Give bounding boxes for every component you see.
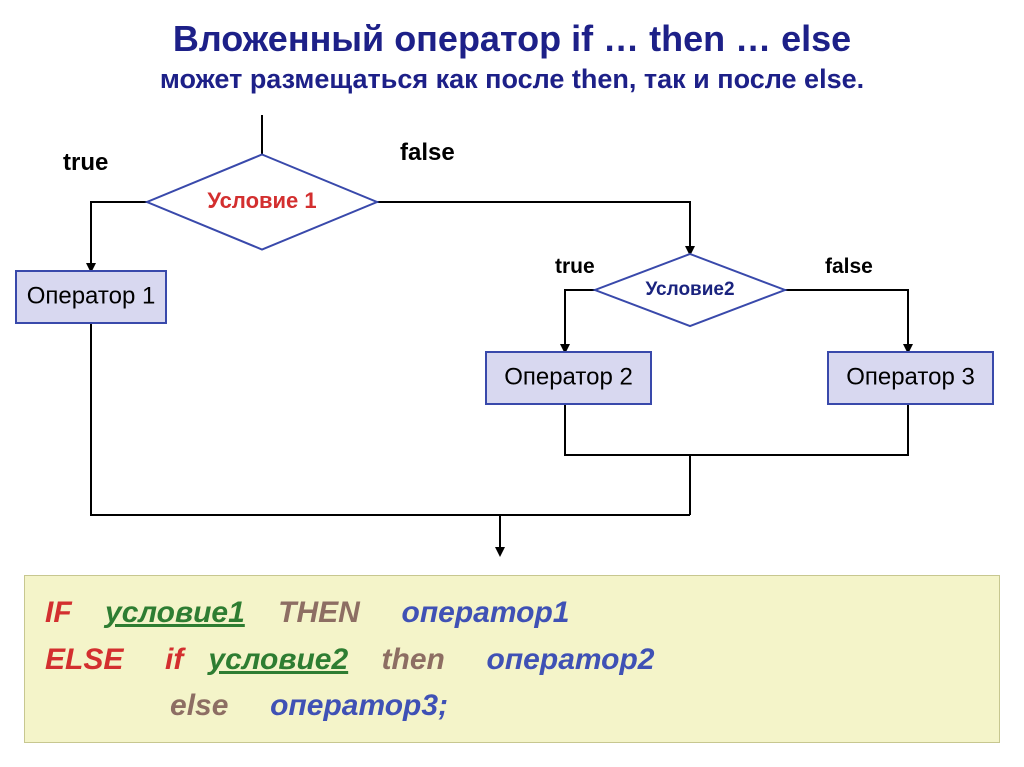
- cond1: условие1: [105, 596, 245, 629]
- kw-then: THEN: [278, 596, 360, 629]
- title-line2: может размещаться как после then, так и …: [0, 64, 1024, 95]
- svg-text:Оператор 2: Оператор 2: [504, 363, 633, 390]
- kw-else2: else: [170, 689, 228, 722]
- svg-text:Оператор 1: Оператор 1: [27, 282, 156, 309]
- svg-text:Условие 1: Условие 1: [207, 188, 316, 213]
- code-box: IF условие1 THEN оператор1 ELSE if услов…: [24, 575, 1000, 743]
- svg-text:false: false: [825, 255, 873, 278]
- svg-text:Оператор 3: Оператор 3: [846, 363, 975, 390]
- op2-text: оператор2: [487, 643, 655, 676]
- code-line-3: else оператор3;: [45, 683, 979, 730]
- svg-text:false: false: [400, 139, 455, 166]
- code-line-2: ELSE if условие2 then оператор2: [45, 637, 979, 684]
- op3-text: оператор3;: [270, 689, 448, 722]
- cond2: условие2: [208, 643, 348, 676]
- svg-text:true: true: [63, 149, 108, 176]
- kw-else: ELSE: [45, 643, 123, 676]
- title-line1: Вложенный оператор if … then … else: [0, 18, 1024, 60]
- op1-text: оператор1: [402, 596, 570, 629]
- code-line-1: IF условие1 THEN оператор1: [45, 590, 979, 637]
- title-block: Вложенный оператор if … then … else може…: [0, 0, 1024, 95]
- kw-if: IF: [45, 596, 72, 629]
- flowchart-svg: Условие 1 Оператор 1 Условие2 Оператор 2 Опе…: [0, 115, 1024, 570]
- kw-if2: if: [165, 643, 183, 676]
- kw-then2: then: [382, 643, 445, 676]
- svg-text:Условие2: Условие2: [645, 279, 734, 300]
- svg-text:true: true: [555, 255, 595, 278]
